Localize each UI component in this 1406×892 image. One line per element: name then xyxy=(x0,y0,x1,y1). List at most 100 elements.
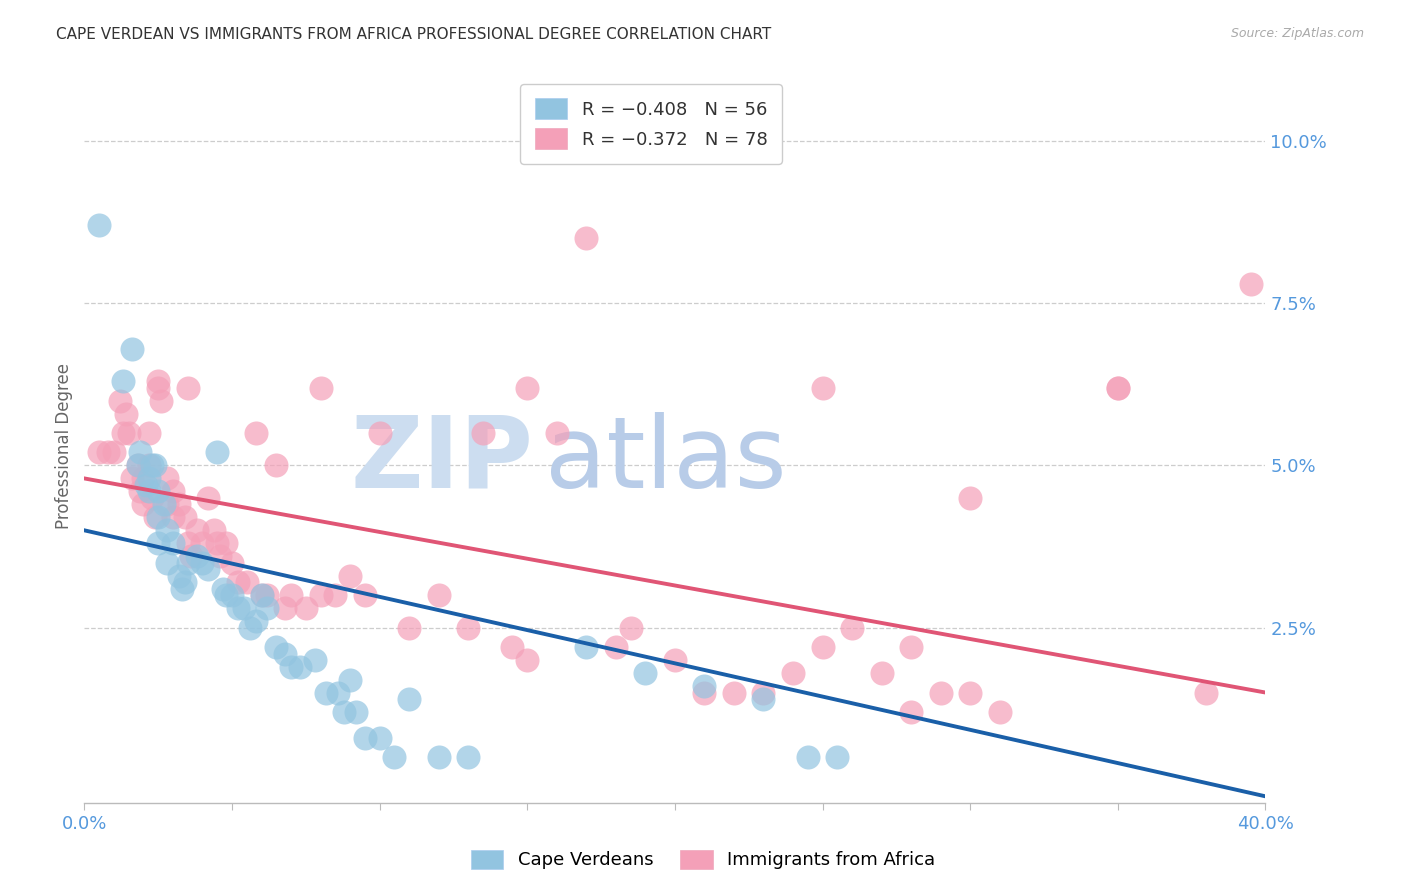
Point xyxy=(274,647,297,661)
Point xyxy=(138,458,160,473)
Point xyxy=(368,731,391,745)
Point xyxy=(900,640,922,654)
Point xyxy=(605,640,627,654)
Point xyxy=(226,601,249,615)
Point xyxy=(288,659,311,673)
Point xyxy=(870,666,893,681)
Point xyxy=(959,685,981,699)
Point xyxy=(212,582,235,596)
Point xyxy=(398,621,420,635)
Point xyxy=(121,471,143,485)
Point xyxy=(245,425,267,440)
Point xyxy=(221,588,243,602)
Point xyxy=(398,692,420,706)
Point xyxy=(344,705,367,719)
Point xyxy=(197,562,219,576)
Y-axis label: Professional Degree: Professional Degree xyxy=(55,363,73,529)
Point xyxy=(87,219,111,233)
Point xyxy=(167,497,190,511)
Point xyxy=(118,425,141,440)
Point xyxy=(135,478,157,492)
Point xyxy=(929,685,952,699)
Point xyxy=(368,425,391,440)
Point xyxy=(156,471,179,485)
Point xyxy=(215,588,238,602)
Point xyxy=(256,601,278,615)
Point xyxy=(752,685,775,699)
Point xyxy=(245,614,267,628)
Point xyxy=(221,556,243,570)
Point xyxy=(516,653,538,667)
Point xyxy=(162,510,184,524)
Point xyxy=(162,484,184,499)
Point xyxy=(148,381,170,395)
Point xyxy=(315,685,337,699)
Point xyxy=(516,381,538,395)
Point xyxy=(634,666,657,681)
Point xyxy=(173,575,195,590)
Point xyxy=(143,510,166,524)
Point xyxy=(162,536,184,550)
Point xyxy=(1195,685,1218,699)
Point xyxy=(170,582,193,596)
Point xyxy=(664,653,686,667)
Point xyxy=(457,750,479,764)
Point xyxy=(959,491,981,505)
Point xyxy=(197,491,219,505)
Point xyxy=(148,510,170,524)
Point xyxy=(693,685,716,699)
Point xyxy=(148,374,170,388)
Point xyxy=(575,640,598,654)
Point xyxy=(177,556,200,570)
Point xyxy=(226,575,249,590)
Point xyxy=(546,425,568,440)
Point xyxy=(138,425,160,440)
Point xyxy=(121,342,143,356)
Point xyxy=(841,621,863,635)
Point xyxy=(177,381,200,395)
Point xyxy=(354,731,377,745)
Point xyxy=(472,425,495,440)
Point xyxy=(150,393,173,408)
Point xyxy=(103,445,125,459)
Point xyxy=(575,231,598,245)
Point xyxy=(328,685,350,699)
Point xyxy=(156,497,179,511)
Point xyxy=(207,536,229,550)
Legend: Cape Verdeans, Immigrants from Africa: Cape Verdeans, Immigrants from Africa xyxy=(461,841,945,879)
Point xyxy=(1107,381,1129,395)
Point xyxy=(191,536,214,550)
Point xyxy=(309,381,332,395)
Point xyxy=(97,445,120,459)
Text: ZIP: ZIP xyxy=(350,412,533,508)
Point xyxy=(900,705,922,719)
Point xyxy=(457,621,479,635)
Point xyxy=(111,374,134,388)
Point xyxy=(250,588,273,602)
Point xyxy=(266,640,288,654)
Point xyxy=(239,621,262,635)
Point xyxy=(129,445,152,459)
Point xyxy=(339,568,361,582)
Point xyxy=(382,750,406,764)
Point xyxy=(333,705,356,719)
Point xyxy=(250,588,273,602)
Point xyxy=(256,588,278,602)
Point xyxy=(827,750,849,764)
Point xyxy=(148,536,170,550)
Point xyxy=(111,425,134,440)
Point xyxy=(177,536,200,550)
Point xyxy=(207,445,229,459)
Point xyxy=(215,536,238,550)
Point xyxy=(132,497,155,511)
Point xyxy=(427,588,450,602)
Point xyxy=(167,568,190,582)
Point xyxy=(280,588,302,602)
Point xyxy=(266,458,288,473)
Text: CAPE VERDEAN VS IMMIGRANTS FROM AFRICA PROFESSIONAL DEGREE CORRELATION CHART: CAPE VERDEAN VS IMMIGRANTS FROM AFRICA P… xyxy=(56,27,772,42)
Point xyxy=(180,549,202,564)
Point xyxy=(129,484,152,499)
Point xyxy=(620,621,643,635)
Point xyxy=(114,407,136,421)
Point xyxy=(232,601,254,615)
